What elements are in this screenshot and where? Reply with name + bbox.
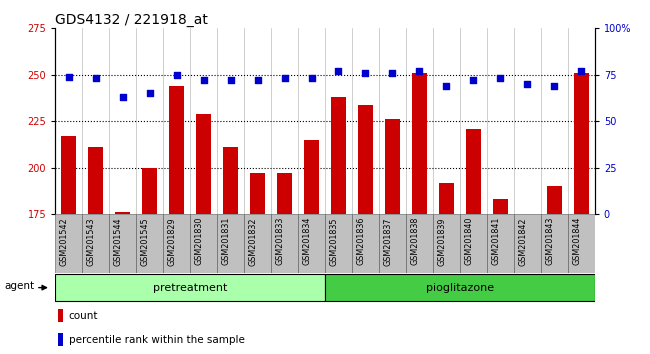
Bar (190, 214, 217, 273)
Text: GSM201544: GSM201544 (114, 217, 123, 266)
Bar (379, 214, 406, 273)
Bar (460, 214, 487, 273)
Bar (325, 274, 595, 301)
Text: GSM201545: GSM201545 (140, 217, 150, 266)
Text: agent: agent (5, 281, 34, 291)
Bar (109, 214, 136, 273)
Point (118, 94, 128, 100)
Point (441, 83, 452, 89)
Text: GSM201543: GSM201543 (86, 217, 96, 266)
Text: GSM201844: GSM201844 (572, 217, 581, 266)
Bar (142, 168, 157, 214)
Text: GSM201837: GSM201837 (384, 217, 393, 266)
Text: GDS4132 / 221918_at: GDS4132 / 221918_at (55, 13, 208, 27)
Point (360, 70, 370, 76)
Point (576, 68, 586, 74)
Bar (58, 333, 63, 346)
Text: GSM201833: GSM201833 (276, 217, 285, 266)
Bar (88, 147, 103, 214)
Point (414, 68, 424, 74)
Text: GSM201839: GSM201839 (437, 217, 447, 266)
Text: GSM201829: GSM201829 (168, 217, 177, 266)
Bar (136, 214, 163, 273)
Point (468, 78, 478, 83)
Text: GSM201542: GSM201542 (60, 217, 69, 266)
Bar (163, 214, 190, 273)
Bar (466, 129, 481, 214)
Point (198, 78, 209, 83)
Text: count: count (69, 310, 98, 320)
Bar (541, 214, 568, 273)
Text: GSM201831: GSM201831 (222, 217, 231, 266)
Point (306, 76, 317, 81)
Point (144, 91, 155, 96)
Text: GSM201835: GSM201835 (330, 217, 339, 266)
Text: GSM201834: GSM201834 (302, 217, 311, 266)
Text: GSM201832: GSM201832 (248, 217, 257, 266)
Bar (433, 214, 460, 273)
Bar (55, 274, 325, 301)
Text: GSM201843: GSM201843 (545, 217, 554, 266)
Text: GSM201841: GSM201841 (491, 217, 500, 266)
Bar (412, 73, 427, 214)
Point (333, 68, 344, 74)
Point (90, 76, 101, 81)
Bar (250, 173, 265, 214)
Bar (277, 173, 292, 214)
Bar (217, 214, 244, 273)
Point (226, 78, 236, 83)
Bar (385, 119, 400, 214)
Bar (514, 214, 541, 273)
Bar (352, 214, 379, 273)
Bar (61, 136, 76, 214)
Text: GSM201836: GSM201836 (356, 217, 365, 266)
Text: GSM201840: GSM201840 (464, 217, 473, 266)
Point (172, 72, 182, 78)
Text: GSM201842: GSM201842 (518, 217, 527, 266)
Bar (298, 214, 325, 273)
Bar (196, 114, 211, 214)
Bar (493, 199, 508, 214)
Bar (304, 140, 319, 214)
Bar (331, 97, 346, 214)
Bar (271, 214, 298, 273)
Bar (325, 214, 352, 273)
Bar (244, 214, 271, 273)
Point (280, 76, 290, 81)
Bar (58, 309, 63, 322)
Bar (82, 214, 109, 273)
Point (549, 83, 560, 89)
Point (252, 78, 263, 83)
Bar (223, 147, 238, 214)
Point (522, 81, 532, 87)
Bar (487, 214, 514, 273)
Bar (568, 214, 595, 273)
Bar (55, 214, 83, 273)
Bar (406, 214, 433, 273)
Text: pioglitazone: pioglitazone (426, 282, 494, 293)
Bar (547, 186, 562, 214)
Text: pretreatment: pretreatment (153, 282, 228, 293)
Point (64, 74, 74, 79)
Text: GSM201838: GSM201838 (410, 217, 419, 266)
Bar (439, 183, 454, 214)
Bar (574, 73, 589, 214)
Bar (115, 212, 130, 214)
Text: percentile rank within the sample: percentile rank within the sample (69, 335, 244, 345)
Text: GSM201830: GSM201830 (194, 217, 203, 266)
Bar (169, 86, 184, 214)
Bar (520, 214, 535, 216)
Bar (358, 104, 373, 214)
Point (495, 76, 506, 81)
Point (387, 70, 398, 76)
